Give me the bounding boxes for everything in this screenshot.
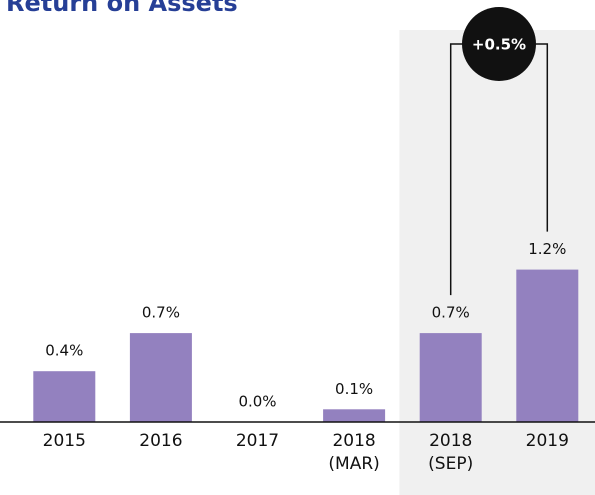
bar [516, 269, 579, 422]
value-label: 0.4% [45, 342, 83, 360]
chart-title: Return on Assets [6, 0, 238, 17]
value-label: 0.7% [142, 304, 180, 322]
x-tick-label-line: 2015 [43, 431, 86, 451]
x-tick-label: 2017 [236, 431, 279, 451]
bar [33, 371, 96, 422]
x-tick-label-line: 2018 [332, 431, 375, 451]
bar [419, 333, 482, 422]
x-tick-label: 2016 [139, 431, 182, 451]
x-tick-label-line: (SEP) [428, 454, 473, 474]
value-label: 0.0% [238, 393, 276, 411]
highlight-region [399, 30, 595, 495]
x-tick-label-line: 2018 [429, 431, 472, 451]
bar [323, 409, 386, 422]
x-tick-label-line: 2019 [526, 431, 569, 451]
x-tick-label: 2019 [526, 431, 569, 451]
x-tick-label-line: (MAR) [328, 454, 379, 474]
bar [129, 333, 192, 422]
value-label: 1.2% [528, 240, 566, 258]
annotation-label: +0.5% [472, 36, 526, 54]
x-tick-label-line: 2017 [236, 431, 279, 451]
annotation-badge [462, 7, 536, 81]
value-label: 0.7% [432, 304, 470, 322]
x-tick-label: 2015 [43, 431, 86, 451]
x-tick-label: 2018 (SEP) [428, 431, 473, 474]
x-tick-label: 2018 (MAR) [328, 431, 379, 474]
value-label: 0.1% [335, 380, 373, 398]
x-tick-label-line: 2016 [139, 431, 182, 451]
